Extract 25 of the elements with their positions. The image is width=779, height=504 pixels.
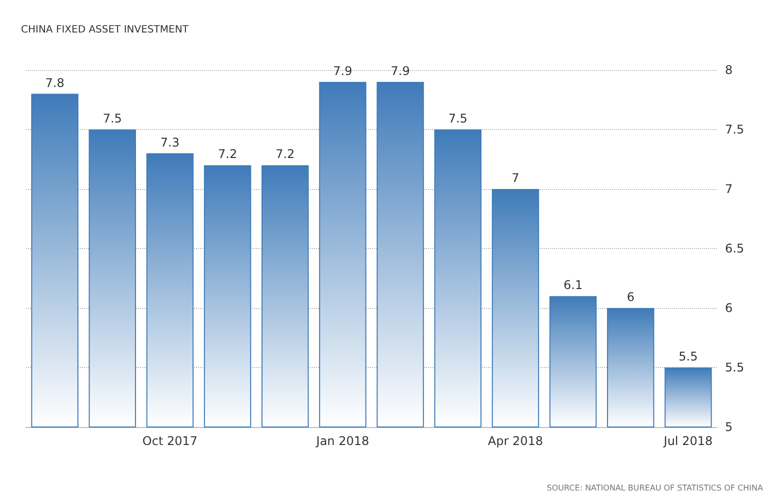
data-label: 5.5: [678, 350, 698, 364]
data-label: 7.3: [160, 135, 180, 150]
data-label: 7.8: [45, 76, 64, 90]
y-tick-label: 8: [725, 63, 733, 77]
data-label: 7: [512, 171, 520, 185]
data-label: 7.9: [333, 64, 352, 78]
data-label: 7.5: [448, 112, 468, 126]
y-tick-label: 6: [725, 301, 733, 315]
y-tick-label: 6.5: [725, 242, 744, 256]
x-tick-label: Jan 2018: [315, 434, 370, 448]
data-label: 7.2: [276, 147, 295, 162]
x-tick-label: Oct 2017: [142, 434, 198, 448]
y-tick-label: 5.5: [725, 360, 744, 374]
y-tick-label: 7: [725, 182, 733, 196]
x-tick-label: Apr 2018: [488, 434, 544, 448]
y-tick-label: 5: [725, 420, 733, 434]
y-tick-label: 7.5: [725, 122, 744, 136]
chart-title: CHINA FIXED ASSET INVESTMENT: [21, 24, 190, 36]
data-label: 6: [626, 290, 634, 304]
source-note: SOURCE: NATIONAL BUREAU OF STATISTICS OF CHINA: [546, 484, 764, 492]
data-label: 6.1: [563, 278, 583, 292]
x-tick-label: Jul 2018: [662, 434, 713, 448]
data-label: 7.9: [390, 64, 410, 78]
data-label: 7.2: [218, 147, 238, 162]
data-label: 7.5: [102, 112, 122, 126]
